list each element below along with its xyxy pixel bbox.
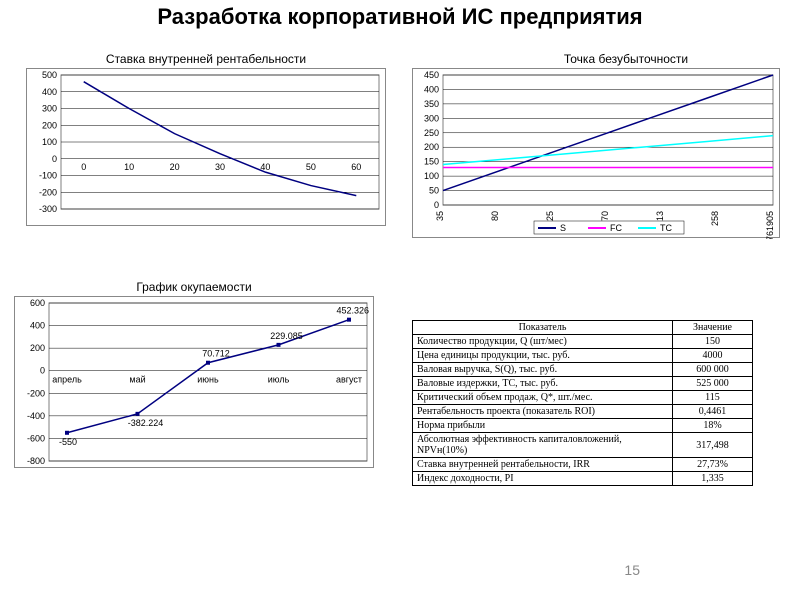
svg-text:60: 60 [351, 162, 361, 172]
svg-text:-550: -550 [59, 437, 77, 447]
svg-text:35: 35 [435, 211, 445, 221]
svg-text:-382.224: -382.224 [128, 418, 164, 428]
svg-text:452.326: 452.326 [336, 306, 369, 316]
svg-text:TC: TC [660, 223, 672, 233]
svg-text:200: 200 [30, 343, 45, 353]
svg-text:50: 50 [429, 186, 439, 196]
svg-text:258: 258 [710, 211, 720, 226]
svg-text:400: 400 [42, 87, 57, 97]
svg-text:200: 200 [42, 120, 57, 130]
page-number: 15 [624, 562, 640, 578]
chart-irr: Ставка внутренней рентабельности -300 -20… [26, 52, 386, 226]
svg-text:80: 80 [490, 211, 500, 221]
svg-text:350: 350 [424, 99, 439, 109]
chart-payback-title: График окупаемости [14, 280, 374, 294]
svg-text:-400: -400 [27, 411, 45, 421]
svg-text:20: 20 [170, 162, 180, 172]
svg-text:150: 150 [424, 157, 439, 167]
svg-text:май: май [129, 375, 145, 385]
metrics-table: ПоказательЗначениеКоличество продукции, … [412, 320, 753, 486]
svg-text:-200: -200 [27, 388, 45, 398]
svg-text:S: S [560, 223, 566, 233]
svg-text:200: 200 [424, 142, 439, 152]
svg-text:100: 100 [42, 137, 57, 147]
svg-text:август: август [336, 375, 362, 385]
svg-text:761905: 761905 [765, 211, 775, 239]
svg-text:-100: -100 [39, 171, 57, 181]
svg-text:июнь: июнь [197, 375, 219, 385]
svg-text:-800: -800 [27, 456, 45, 466]
svg-text:0: 0 [434, 200, 439, 210]
svg-text:250: 250 [424, 128, 439, 138]
svg-text:июль: июль [268, 375, 290, 385]
svg-text:400: 400 [30, 321, 45, 331]
svg-text:0: 0 [40, 366, 45, 376]
svg-text:500: 500 [42, 70, 57, 80]
page-title: Разработка корпоративной ИС предприятия [0, 0, 800, 31]
svg-text:70.712: 70.712 [202, 349, 230, 359]
chart-payback: График окупаемости -800 -600 -400 -200 0 200 4… [14, 280, 374, 468]
svg-text:0: 0 [52, 154, 57, 164]
svg-text:апрель: апрель [52, 375, 82, 385]
svg-text:229.085: 229.085 [270, 331, 303, 341]
svg-text:450: 450 [424, 70, 439, 80]
svg-text:50: 50 [306, 162, 316, 172]
svg-text:30: 30 [215, 162, 225, 172]
svg-text:-600: -600 [27, 433, 45, 443]
svg-text:-300: -300 [39, 204, 57, 214]
svg-text:300: 300 [42, 104, 57, 114]
svg-text:300: 300 [424, 113, 439, 123]
svg-text:100: 100 [424, 171, 439, 181]
chart-breakeven: Точка безубыточности 0 50 100 150 200 250 300 3… [412, 52, 780, 238]
svg-text:0: 0 [81, 162, 86, 172]
svg-text:600: 600 [30, 298, 45, 308]
chart-breakeven-title: Точка безубыточности [472, 52, 780, 66]
svg-text:10: 10 [124, 162, 134, 172]
svg-text:-200: -200 [39, 187, 57, 197]
svg-text:FC: FC [610, 223, 622, 233]
svg-text:400: 400 [424, 84, 439, 94]
chart-irr-title: Ставка внутренней рентабельности [26, 52, 386, 66]
